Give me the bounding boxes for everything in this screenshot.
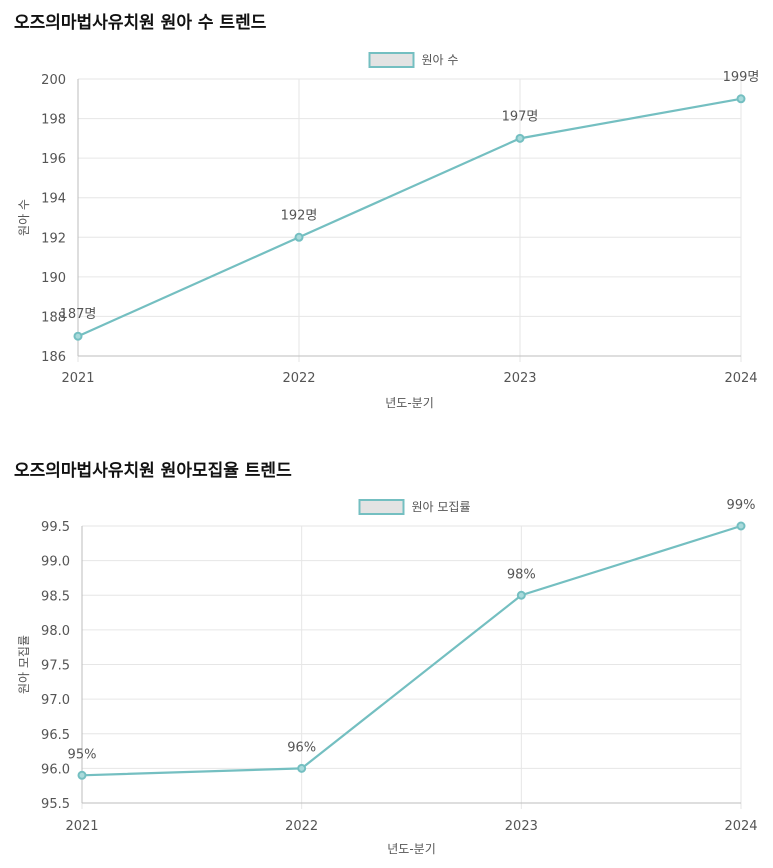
chart-1-x-tick-label: 2022 xyxy=(282,371,315,386)
chart-2-data-point[interactable] xyxy=(297,763,307,773)
chart-1-y-axis-label: 원아 수 xyxy=(17,199,31,236)
chart-2-data-label: 99% xyxy=(727,498,756,513)
chart-1-data-label: 187명 xyxy=(60,307,97,322)
chart-1-y-tick-label: 198 xyxy=(41,113,66,128)
chart-1-y-tick-label: 194 xyxy=(41,192,66,207)
chart-1-y-tick-label: 186 xyxy=(41,350,66,365)
chart-2-y-tick-label: 99.0 xyxy=(41,555,70,570)
chart-2-x-tick-label: 2024 xyxy=(724,819,757,834)
chart-1-y-tick-label: 190 xyxy=(41,271,66,286)
chart-1-y-tick-label: 196 xyxy=(41,152,66,167)
chart-2-data-point[interactable] xyxy=(77,770,87,780)
chart-2-y-tick-label: 97.5 xyxy=(41,659,70,674)
chart-2-x-tick-label: 2022 xyxy=(285,819,318,834)
chart-1-data-point[interactable] xyxy=(73,331,83,341)
chart-1-x-tick-label: 2023 xyxy=(503,371,536,386)
chart-2-data-point[interactable] xyxy=(516,590,526,600)
chart-2-legend-label[interactable]: 원아 모집률 xyxy=(412,500,471,514)
chart-2-y-tick-label: 95.5 xyxy=(41,797,70,812)
chart-2-y-tick-label: 96.0 xyxy=(41,762,70,777)
chart-1-y-tick-label: 192 xyxy=(41,231,66,246)
chart-1-title: 오즈의마법사유치원 원아 수 트렌드 xyxy=(14,13,267,33)
chart-2-title: 오즈의마법사유치원 원아모집율 트렌드 xyxy=(14,461,292,481)
chart-2-series-line xyxy=(81,524,742,777)
chart-1-data-point[interactable] xyxy=(515,133,525,143)
chart-1-y-tick-label: 200 xyxy=(41,73,66,88)
chart-2-y-tick-label: 98.0 xyxy=(41,624,70,639)
chart-2-data-label: 95% xyxy=(68,747,97,762)
chart-1-y-tick-label: 188 xyxy=(41,310,66,325)
chart-1-plot: 186 188 190 192 194 196 198 200 2021 2022 2023 2024… xyxy=(17,52,760,410)
chart-2-data-point[interactable] xyxy=(736,521,746,531)
chart-2-x-tick-label: 2021 xyxy=(65,819,98,834)
chart-1-data-label: 192명 xyxy=(281,208,318,223)
chart-2-y-tick-label: 98.5 xyxy=(41,589,70,604)
chart-1-x-tick-label: 2024 xyxy=(724,371,757,386)
chart-1-data-label: 197명 xyxy=(502,109,539,124)
chart-1-data-point[interactable] xyxy=(736,94,746,104)
chart-2-x-axis-label: 년도-분기 xyxy=(387,842,436,856)
chart-2-y-tick-label: 96.5 xyxy=(41,728,70,743)
chart-2-y-tick-label: 99.5 xyxy=(41,520,70,535)
chart-1-x-tick-label: 2021 xyxy=(61,371,94,386)
chart-2-y-tick-label: 97.0 xyxy=(41,693,70,708)
chart-1-data-point[interactable] xyxy=(294,232,304,242)
chart-1-legend-label[interactable]: 원아 수 xyxy=(422,53,459,67)
chart-1-x-axis-label: 년도-분기 xyxy=(385,396,434,410)
chart-2-x-tick-label: 2023 xyxy=(505,819,538,834)
chart-1-data-label: 199명 xyxy=(723,70,760,85)
chart-2-y-axis-label: 원아 모집률 xyxy=(17,635,31,694)
chart-2-data-label: 98% xyxy=(507,567,536,582)
chart-2-data-label: 96% xyxy=(287,740,316,755)
chart-2-legend-swatch[interactable] xyxy=(358,499,405,515)
chart-1-legend-swatch[interactable] xyxy=(368,52,415,68)
chart-1-series-line xyxy=(77,97,742,338)
